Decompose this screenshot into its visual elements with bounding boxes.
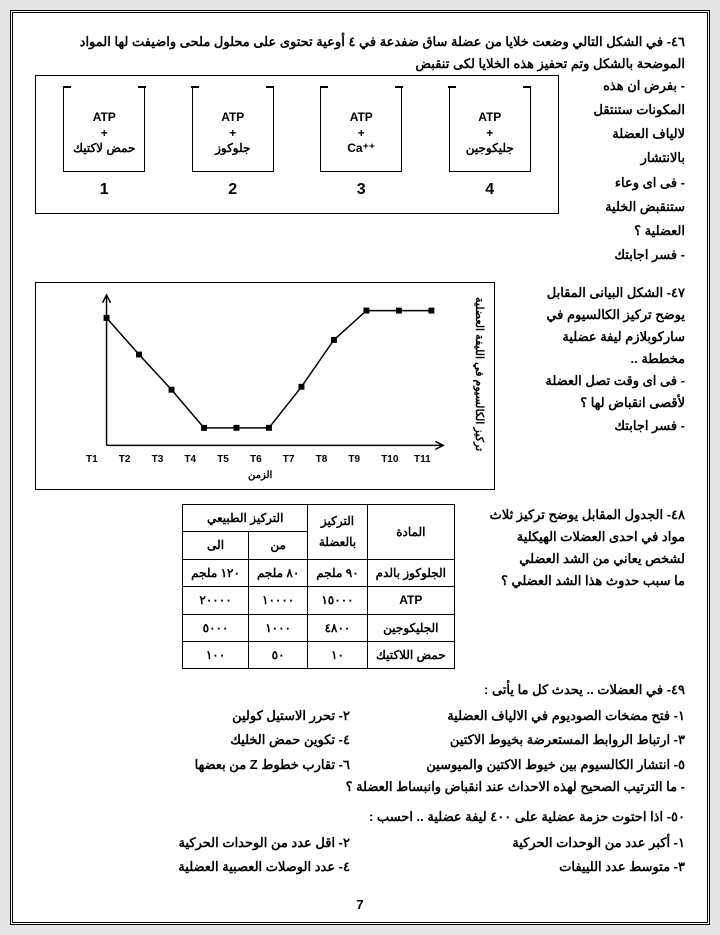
calcium-chart: تركيز الكالسيوم في الليفة العضلية T1T2T3… [35,282,495,490]
opt: ٢- تحرر الاستيل كولين [35,705,350,727]
cell: ATP [367,587,454,614]
beaker-line: ATP [478,110,501,126]
q49-intro: ٤٩- في العضلات .. يحدث كل ما يأتى : [35,679,685,701]
t: ٤٨- الجدول المقابل يوضح تركيز ثلاث [465,504,685,526]
beaker-line: جلوكوز [215,141,250,157]
q49-tail: - ما الترتيب الصحيح لهذه الاحداث عند انق… [35,776,685,798]
cell: ١٠٠ [183,641,249,668]
page-number: 7 [356,894,363,916]
cell: ١٠ [308,641,367,668]
x-tick: T5 [217,451,229,468]
t: بالانتشار [565,147,685,169]
beaker-line: Ca⁺⁺ [347,141,375,157]
t: العضلية ؟ [565,220,685,242]
x-tick: T1 [86,451,98,468]
beaker-col: ATP+حمض لاكتيك 1 [63,86,145,203]
opt: ٥- انتشار الكالسيوم بين خيوط الاكتين وال… [370,754,685,776]
beaker-col: ATP+جلوكوز 2 [192,86,274,203]
opt: ٢- اقل عدد من الوحدات الحركية [35,832,350,854]
t: يوضح تركيز الكالسيوم في [505,304,685,326]
substances-table: المادةالتركيزبالعضلةالتركيز الطبيعيمنالى… [182,504,455,669]
t: - فسر اجابتك [505,415,685,437]
cell: حمض اللاكتيك [367,641,454,668]
beakers-box: ATP+حمض لاكتيك1ATP+جلوكوز2ATP+Ca⁺⁺3ATP+ج… [35,75,559,214]
t: - فسر اجابتك [565,244,685,266]
x-tick: T4 [184,451,196,468]
q48-text: ٤٨- الجدول المقابل يوضح تركيز ثلاث مواد … [465,504,685,592]
cell: ٤٨٠٠ [308,614,367,641]
beaker-number: 3 [320,176,402,203]
beaker: ATP+حمض لاكتيك [63,86,145,172]
beaker-number: 4 [449,176,531,203]
x-tick: T7 [283,451,295,468]
opt: ٣- ارتباط الروابط المستعرضة بخيوط الاكتي… [370,729,685,751]
beaker-line: حمض لاكتيك [73,141,135,157]
beaker-line: جليكوجين [466,141,514,157]
cell: الجليكوجين [367,614,454,641]
beaker-col: ATP+جليكوجين 4 [449,86,531,203]
cell: ١٥٠٠٠ [308,587,367,614]
t: المكونات ستنتقل [565,99,685,121]
opt: ١- فتح مضخات الصوديوم في الالياف العضلية [370,705,685,727]
beaker: ATP+Ca⁺⁺ [320,86,402,172]
q49-options: ١- فتح مضخات الصوديوم في الالياف العضلية… [35,705,685,775]
opt: ٤- عدد الوصلات العصبية العضلية [35,856,350,878]
q46-intro: ٤٦- في الشكل التالي وضعت خلايا من عضلة س… [35,31,685,75]
opt: ٣- متوسط عدد اللييفات [370,856,685,878]
opt: ١- أكبر عدد من الوحدات الحركية [370,832,685,854]
t: - فى اى وقت تصل العضلة [505,370,685,392]
beaker-line: + [101,126,108,142]
x-tick: T3 [152,451,164,468]
t: ما سبب حدوث هذا الشد العضلي ؟ [465,570,685,592]
t: ساركوبلازم ليفة عضلية [505,326,685,348]
q50-intro: ٥٠- اذا احتوت حزمة عضلية على ٤٠٠ ليفة عض… [35,806,685,828]
beaker-line: ATP [93,110,116,126]
x-tick: T11 [414,451,431,468]
x-tick: T6 [250,451,262,468]
beaker-line: ATP [350,110,373,126]
beaker-number: 1 [63,176,145,203]
beaker-number: 2 [192,176,274,203]
x-tick: T8 [316,451,328,468]
t: - بفرض ان هذه [565,75,685,97]
t: مخططة .. [505,348,685,370]
x-tick: T10 [381,451,398,468]
cell: ١٠٠٠٠ [248,587,307,614]
cell: ٨٠ ملجم [248,559,307,586]
beaker: ATP+جلوكوز [192,86,274,172]
cell: ٢٠٠٠٠ [183,587,249,614]
t: - فى اى وعاء [565,172,685,194]
t: مواد في احدى العضلات الهيكلية [465,526,685,548]
x-axis-label: الزمن [248,467,272,484]
q46-sidetext: - بفرض ان هذه المكونات ستنتقل لالياف الع… [565,75,685,268]
cell: ٥٠ [248,641,307,668]
beaker-line: + [486,126,493,142]
cell: ٥٠٠٠ [183,614,249,641]
t: ٤٧- الشكل البيانى المقابل [505,282,685,304]
t: لشخص يعاني من الشد العضلي [465,548,685,570]
t: لأقصى انقباض لها ؟ [505,392,685,414]
t: ستنقبض الخلية [565,196,685,218]
beaker-line: + [358,126,365,142]
cell: ١٠٠٠ [248,614,307,641]
beaker-line: ATP [221,110,244,126]
beaker: ATP+جليكوجين [449,86,531,172]
opt: ٤- تكوين حمض الخليك [35,729,350,751]
x-tick: T2 [119,451,131,468]
beaker-col: ATP+Ca⁺⁺ 3 [320,86,402,203]
q50-options: ١- أكبر عدد من الوحدات الحركية ٢- اقل عد… [35,832,685,878]
beaker-line: + [229,126,236,142]
q47-text: ٤٧- الشكل البيانى المقابل يوضح تركيز الك… [505,282,685,437]
t: لالياف العضلة [565,123,685,145]
x-tick: T9 [348,451,360,468]
cell: ١٢٠ ملجم [183,559,249,586]
cell: الجلوكوز بالدم [367,559,454,586]
cell: ٩٠ ملجم [308,559,367,586]
opt: ٦- تقارب خطوط Z من بعضها [35,754,350,776]
